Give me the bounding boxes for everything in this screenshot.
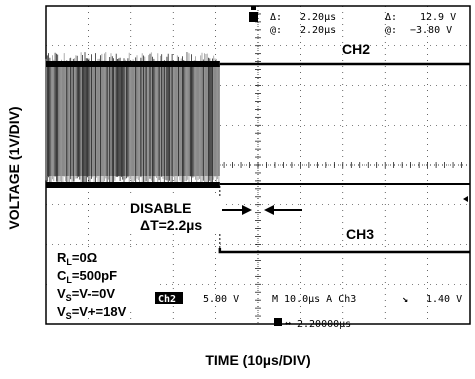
- cursor-readout: Δ: 2.20µs @: 2.20µs Δ: 12.9 V @: −3.80 V: [270, 12, 456, 36]
- timebase: M 10.0µs A Ch3: [272, 294, 356, 305]
- param-vs1: VS=V-=0V: [57, 286, 115, 303]
- param-rl: RL=0Ω: [57, 250, 97, 267]
- level-marker: [463, 196, 468, 202]
- delta-t-annotation: ΔT=2.2µs: [140, 217, 202, 233]
- x-axis-label: TIME (10µs/DIV): [205, 352, 310, 368]
- param-cl: CL=500pF: [57, 268, 117, 285]
- annotation-bg: [126, 196, 222, 234]
- param-vs2: VS=V+=18V: [57, 304, 127, 321]
- ch-badge: Ch2: [158, 294, 176, 305]
- arrow-left-icon: [264, 205, 302, 215]
- series-label-ch3: CH3: [346, 226, 374, 242]
- param-list: RL=0Ω CL=500pF VS=V-=0V VS=V+=18V: [57, 250, 127, 321]
- readout-at-v-value: −3.80 V: [410, 25, 452, 36]
- trigger-pos-icon: [274, 318, 282, 326]
- readout-dv-value: 12.9 V: [420, 12, 456, 23]
- ch-scale: 5.00 V: [203, 294, 239, 305]
- readout-dt-label: Δ:: [270, 12, 282, 23]
- readout-dt-value: 2.20µs: [300, 12, 336, 23]
- ch2-envelope-bottom: [46, 182, 220, 188]
- param-box: [47, 248, 155, 310]
- readout-dv-label: Δ:: [385, 12, 397, 23]
- readout-at-v-label: @:: [385, 25, 397, 36]
- arrow-right-icon: [222, 205, 252, 215]
- readout-at-t-value: 2.20µs: [300, 25, 336, 36]
- trigger-pos-arrow: ↔: [285, 318, 291, 329]
- readout-at-t-label: @:: [270, 25, 282, 36]
- trigger-marker: [249, 6, 258, 22]
- scope-status: Ch2 5.00 V M 10.0µs A Ch3 ↘ 1.40 V ↔ 2.2…: [155, 292, 462, 330]
- trigger-level: 1.40 V: [426, 294, 462, 305]
- series-label-ch2: CH2: [342, 41, 370, 57]
- y-axis-label: VOLTAGE (1V/DIV): [6, 106, 22, 229]
- trigger-pos: 2.20000µs: [297, 319, 351, 330]
- disable-label: DISABLE: [130, 200, 191, 216]
- ch-badge-bg: [155, 292, 183, 304]
- trigger-slope: ↘: [402, 294, 408, 305]
- ch2-envelope-top: [46, 61, 220, 67]
- ch2-oscillation-band: [45, 52, 220, 188]
